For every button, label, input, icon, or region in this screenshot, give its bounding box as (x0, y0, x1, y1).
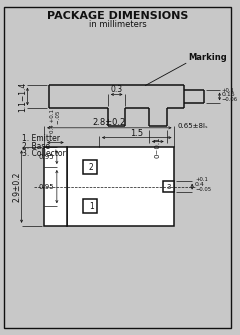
Text: 3: 3 (166, 184, 171, 190)
Text: 0.95: 0.95 (38, 154, 54, 160)
Text: 2. Base: 2. Base (22, 141, 50, 150)
Text: 2.8±0.2: 2.8±0.2 (93, 118, 126, 127)
Text: 0.4 +0.1
    −.05: 0.4 +0.1 −.05 (50, 109, 61, 133)
Text: 2.9±0.2: 2.9±0.2 (12, 172, 21, 202)
Bar (83, 199, 97, 213)
Text: +0.1: +0.1 (195, 177, 208, 182)
Text: 0~0.1: 0~0.1 (155, 137, 161, 158)
Text: 0.95: 0.95 (38, 184, 54, 190)
Text: 1. Emitter: 1. Emitter (22, 134, 60, 143)
Text: 1.1−1.4: 1.1−1.4 (18, 81, 27, 112)
Text: 2: 2 (89, 162, 94, 172)
Bar (44, 147, 67, 226)
Text: −0.06: −0.06 (222, 97, 238, 102)
Bar (163, 181, 174, 193)
Text: 1: 1 (89, 202, 94, 211)
Text: +0.1: +0.1 (222, 88, 234, 93)
Text: 0.4: 0.4 (195, 182, 205, 187)
Text: PACKAGE DIMENSIONS: PACKAGE DIMENSIONS (47, 11, 188, 21)
Bar (83, 160, 97, 174)
Text: 3. Collector: 3. Collector (22, 149, 65, 158)
Text: 0.16: 0.16 (222, 92, 235, 97)
Bar (67, 147, 174, 226)
Text: in millimeters: in millimeters (89, 20, 146, 29)
Text: −0.05: −0.05 (195, 187, 211, 192)
Text: 0.3: 0.3 (111, 85, 123, 94)
Text: 1.5: 1.5 (130, 129, 143, 138)
Text: Marking: Marking (188, 53, 227, 62)
Text: 0.65±8lₛ: 0.65±8lₛ (177, 123, 208, 129)
